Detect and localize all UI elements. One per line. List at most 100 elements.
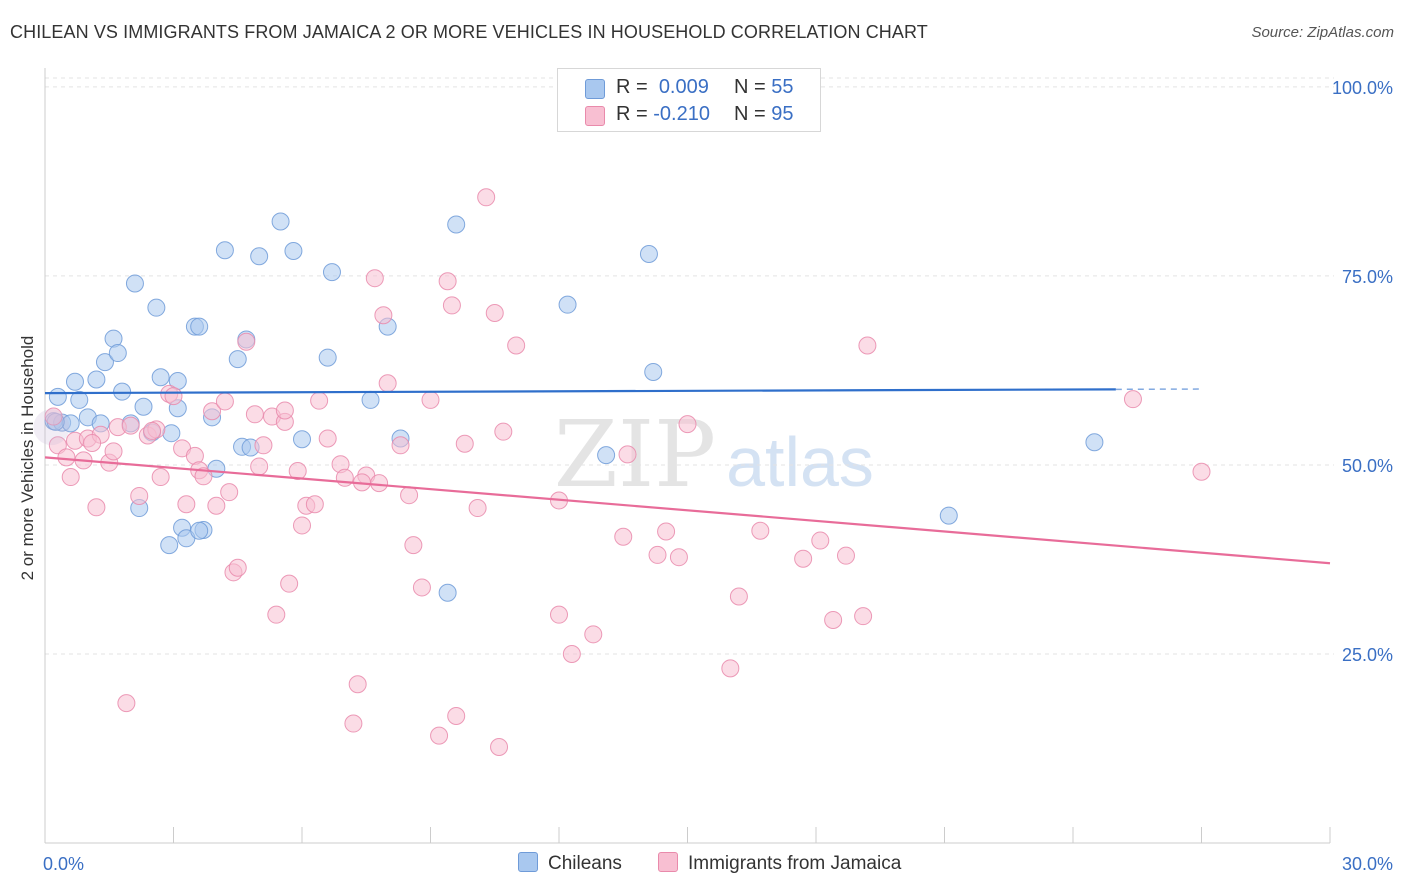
- data-point: [87, 370, 106, 389]
- data-point: [335, 468, 354, 487]
- watermark-atlas: atlas: [726, 423, 874, 501]
- data-point: [310, 391, 329, 410]
- legend-swatch-jamaica: [585, 106, 605, 126]
- trend-line-jamaica: [44, 456, 1331, 565]
- data-point: [597, 446, 616, 465]
- data-point: [121, 416, 140, 435]
- data-point: [250, 457, 269, 476]
- data-point: [678, 415, 697, 434]
- data-point: [305, 495, 324, 514]
- data-point: [162, 424, 181, 443]
- data-point: [215, 241, 234, 260]
- data-point: [280, 574, 299, 593]
- legend-swatch-jamaica: [658, 852, 678, 872]
- data-point: [558, 295, 577, 314]
- data-point: [447, 215, 466, 234]
- y-tick-label: 25.0%: [1342, 645, 1393, 665]
- axes: [44, 68, 1331, 844]
- data-point: [293, 516, 311, 535]
- data-point: [65, 372, 84, 391]
- legend-item-chileans: Chileans: [518, 852, 622, 875]
- data-point: [117, 694, 136, 713]
- data-point: [190, 521, 209, 540]
- data-point: [61, 468, 80, 487]
- series-layer: [33, 188, 1211, 756]
- correlation-legend: R = 0.009 N = 55 R = -0.210 N = 95: [557, 68, 821, 132]
- series-jamaica: [44, 188, 1211, 756]
- legend-n: N = 55: [734, 76, 794, 98]
- data-point: [245, 405, 264, 424]
- data-point: [267, 605, 286, 624]
- data-point: [190, 317, 209, 336]
- data-point: [442, 296, 461, 315]
- legend-n: N = 95: [734, 103, 794, 125]
- data-point: [288, 462, 307, 480]
- legend-r: R = 0.009: [616, 76, 709, 98]
- data-point: [1085, 433, 1104, 452]
- data-point: [729, 587, 748, 606]
- legend-swatch-chileans: [585, 79, 605, 99]
- data-point: [438, 272, 457, 291]
- data-point: [1192, 462, 1211, 481]
- data-point: [143, 421, 162, 440]
- cluster-point: [33, 409, 70, 446]
- data-point: [721, 659, 740, 678]
- y-tick-label: 100.0%: [1332, 78, 1393, 98]
- data-point: [584, 625, 603, 644]
- data-point: [104, 442, 123, 461]
- data-point: [836, 546, 855, 565]
- data-point: [562, 644, 581, 663]
- data-point: [318, 348, 337, 367]
- data-point: [939, 506, 958, 525]
- data-point: [648, 545, 667, 564]
- data-point: [48, 387, 67, 406]
- data-point: [438, 583, 457, 602]
- data-point: [430, 726, 449, 745]
- data-point: [455, 434, 474, 453]
- data-point: [365, 269, 384, 288]
- tick-labels: 25.0% 50.0% 75.0% 100.0% 0.0% 30.0%: [43, 78, 1393, 874]
- y-axis-title: 2 or more Vehicles in Household: [18, 335, 37, 581]
- data-point: [113, 382, 132, 401]
- data-point: [494, 422, 513, 441]
- data-point: [824, 610, 843, 629]
- trend-line-chileans: [44, 388, 1116, 395]
- data-point: [507, 336, 526, 355]
- data-point: [57, 448, 76, 467]
- data-point: [95, 353, 114, 372]
- data-point: [811, 531, 830, 550]
- data-point: [490, 737, 509, 756]
- data-point: [83, 434, 102, 453]
- data-point: [412, 578, 431, 597]
- data-point: [447, 706, 466, 725]
- data-point: [614, 527, 633, 546]
- x-tick-label: 30.0%: [1342, 854, 1393, 874]
- data-point: [293, 430, 311, 449]
- data-point: [477, 188, 496, 207]
- data-point: [669, 548, 688, 567]
- data-point: [130, 486, 149, 505]
- data-point: [44, 407, 63, 426]
- data-point: [220, 483, 239, 502]
- trend-layer: [44, 388, 1331, 565]
- data-point: [550, 605, 568, 624]
- data-point: [794, 549, 813, 568]
- data-point: [207, 496, 226, 515]
- legend-row-jamaica: R = -0.210 N = 95: [558, 100, 820, 128]
- legend-swatch-chileans: [518, 852, 538, 872]
- data-point: [271, 212, 290, 231]
- data-point: [151, 368, 170, 387]
- chart-source: Source: ZipAtlas.com: [1251, 24, 1394, 41]
- data-point: [228, 558, 247, 577]
- data-point: [348, 675, 367, 694]
- y-tick-label: 50.0%: [1342, 456, 1393, 476]
- data-point: [374, 306, 393, 325]
- data-point: [108, 344, 127, 363]
- grid-lines: [45, 77, 1334, 655]
- data-point: [151, 468, 170, 487]
- data-point: [125, 274, 144, 293]
- data-point: [228, 350, 247, 369]
- legend-item-jamaica: Immigrants from Jamaica: [658, 852, 901, 875]
- data-point: [134, 397, 153, 416]
- data-point: [657, 522, 676, 541]
